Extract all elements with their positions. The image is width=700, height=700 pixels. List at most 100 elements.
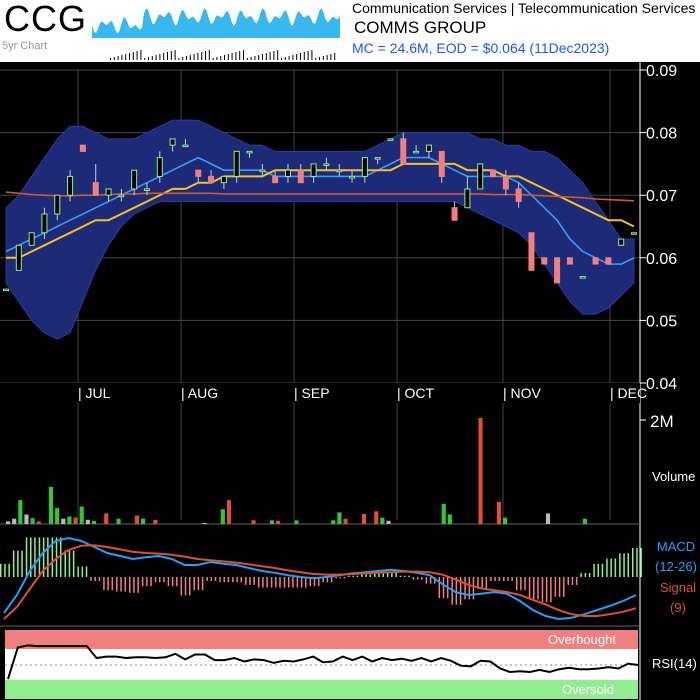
candle-body [425, 144, 432, 152]
macd-histogram-bar [214, 577, 217, 581]
candle-body [143, 188, 150, 191]
macd-histogram-bar [614, 558, 617, 577]
macd-histogram-bar [167, 577, 170, 587]
macd-histogram-bar [335, 577, 337, 579]
volume-bar [153, 519, 158, 524]
mini-volume-bar [140, 50, 142, 60]
price-tick-label: 0.09 [646, 63, 677, 80]
macd-histogram-bar [98, 577, 101, 581]
macd-histogram-bar [412, 577, 415, 580]
macd-histogram-bar [4, 563, 6, 577]
macd-histogram-bar [404, 575, 406, 577]
mini-volume-bar [330, 54, 332, 60]
macd-histogram-bar [292, 577, 294, 588]
month-label: | NOV [503, 385, 542, 401]
macd-histogram-bar [421, 577, 423, 580]
macd-histogram-bar [313, 577, 316, 587]
mini-volume-bar [269, 52, 271, 60]
macd-histogram-bar [116, 577, 118, 592]
macd-histogram-bar [640, 547, 642, 577]
volume-bar [545, 513, 551, 524]
price-tick-label: 0.08 [646, 126, 677, 143]
volume-bar [275, 520, 281, 524]
macd-histogram-bar [593, 563, 595, 577]
volume-bar [380, 517, 385, 524]
mini-volume-bar [113, 57, 115, 60]
sector-line: Communication Services | Telecommunicati… [352, 0, 696, 16]
volume-bar [374, 511, 379, 524]
macd-histogram-bar [528, 577, 531, 600]
candle-body [284, 169, 291, 177]
mini-volume-bar [296, 54, 298, 60]
macd-histogram-bar [90, 577, 92, 581]
macd-histogram-bar [348, 575, 350, 577]
volume-bar [30, 518, 35, 524]
macd-histogram-bar [300, 577, 303, 588]
candle-body [336, 169, 343, 173]
mini-volume-bar [144, 58, 146, 60]
macd-histogram-bar [296, 577, 299, 588]
macd-histogram-bar [240, 577, 243, 583]
macd-histogram-bar [498, 577, 501, 581]
price-axis-panel [640, 62, 700, 392]
volume-bar [331, 520, 336, 524]
candle-body [477, 163, 484, 190]
volume-bar [36, 521, 41, 524]
macd-histogram-bar [150, 577, 152, 587]
volume-bar [67, 516, 72, 524]
mini-volume-bar [258, 55, 260, 60]
macd-histogram-bar [163, 577, 165, 583]
candle-body [105, 188, 112, 196]
macd-histogram-bar [511, 577, 513, 581]
macd-histogram-bar [386, 571, 389, 577]
mini-volume-bar [159, 54, 161, 60]
macd-histogram-bar [0, 563, 2, 577]
macd-histogram-bar [223, 577, 225, 583]
rsi-legend-label: RSI(14) [652, 656, 697, 671]
macd-histogram-bar [29, 537, 32, 577]
macd-histogram-bar [322, 577, 324, 583]
macd-histogram-bar [184, 577, 187, 596]
mini-volume-bar [231, 53, 233, 60]
volume-bar [85, 519, 90, 524]
macd-histogram-bar [309, 577, 312, 587]
macd-histogram-bar [193, 577, 195, 591]
macd-histogram-bar [236, 577, 238, 583]
macd-histogram-bar [232, 577, 234, 583]
mini-volume-bar [186, 56, 187, 60]
oversold-zone [5, 680, 638, 699]
macd-histogram-bar [636, 547, 638, 577]
candle-body [310, 163, 317, 177]
candle-body [400, 138, 407, 165]
candle-body [387, 138, 394, 141]
macd-histogram-bar [227, 577, 230, 583]
macd-histogram-bar [210, 577, 213, 581]
macd-histogram-bar [399, 575, 402, 577]
macd-histogram-bar [339, 577, 342, 579]
candle-body [297, 169, 304, 184]
mini-volume-bar [136, 51, 138, 60]
macd-histogram-bar [262, 577, 264, 588]
month-label: | AUG [181, 385, 218, 401]
macd-histogram-bar [81, 566, 84, 577]
macd-histogram-bar [619, 553, 621, 577]
macd-histogram-bar [188, 577, 191, 596]
macd-histogram-bar [64, 550, 66, 577]
volume-bar [73, 517, 78, 524]
macd-histogram-bar [464, 577, 466, 600]
volume-bar [582, 518, 587, 524]
candle-body [41, 213, 48, 234]
volume-bar [61, 518, 66, 524]
macd-histogram-bar [356, 575, 359, 577]
macd-histogram-bar [606, 558, 608, 577]
mini-volume-bar [151, 56, 153, 60]
mini-volume-bar [262, 54, 263, 60]
macd-histogram-bar [128, 577, 131, 593]
macd-histogram-bar [111, 577, 114, 591]
macd-histogram-bar [472, 577, 475, 600]
macd-histogram-bar [575, 577, 578, 585]
macd-histogram-bar [610, 558, 612, 577]
macd-histogram-bar [287, 577, 290, 588]
macd-histogram-bar [180, 577, 183, 596]
